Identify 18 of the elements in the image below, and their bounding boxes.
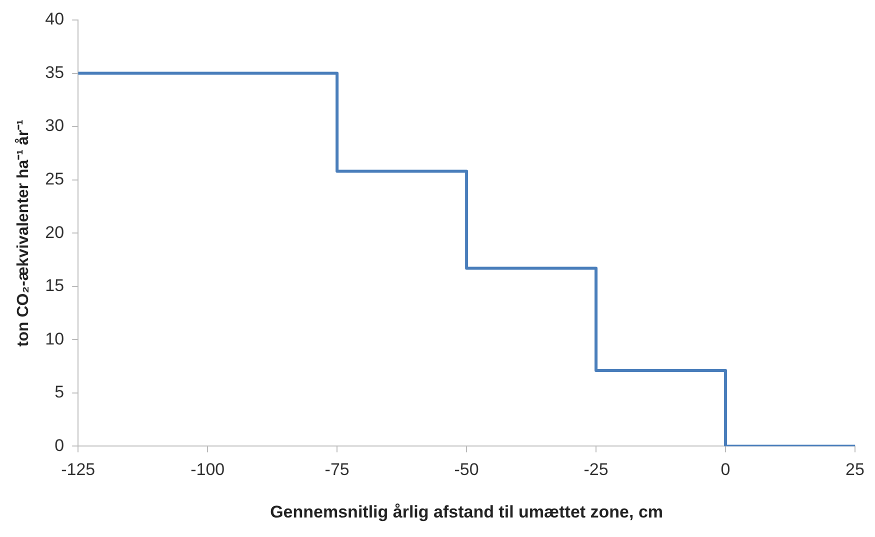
y-tick-label: 20 — [45, 222, 64, 242]
x-tick-label: -125 — [61, 460, 96, 480]
y-tick-label: 5 — [54, 382, 64, 402]
x-axis-title: Gennemsnitlig årlig afstand til umættet zone, cm — [270, 502, 664, 522]
y-tick-label: 40 — [45, 10, 64, 29]
y-tick-label: 10 — [45, 329, 64, 348]
y-tick-label: 25 — [45, 170, 64, 189]
x-tick-label: -25 — [584, 460, 608, 480]
x-tick-label: -75 — [324, 460, 350, 480]
y-tick-label: 0 — [54, 436, 64, 455]
x-tick-label: 0 — [720, 460, 730, 480]
y-tick-label: 15 — [45, 276, 64, 296]
y-axis-title: ton CO₂-ækvivalenter ha⁻¹ år⁻¹ — [14, 120, 32, 347]
y-tick-label: 30 — [45, 116, 64, 136]
x-tick-label: 25 — [846, 460, 864, 480]
x-tick-label: -50 — [454, 460, 479, 480]
x-tick-label: -100 — [190, 460, 225, 480]
y-tick-label: 35 — [45, 62, 64, 82]
